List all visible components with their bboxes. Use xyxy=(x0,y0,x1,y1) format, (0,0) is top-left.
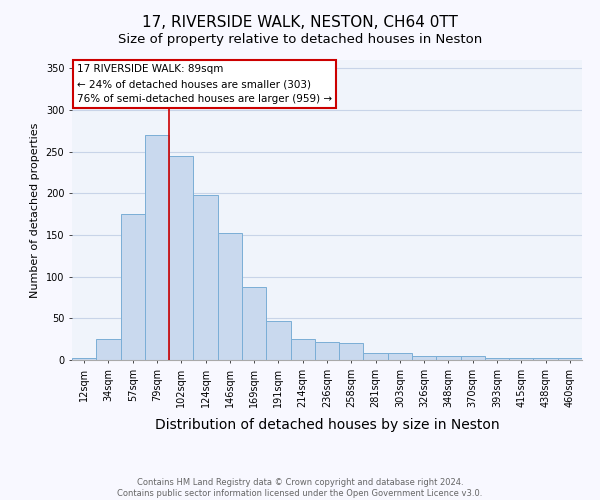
Text: 17, RIVERSIDE WALK, NESTON, CH64 0TT: 17, RIVERSIDE WALK, NESTON, CH64 0TT xyxy=(142,15,458,30)
Bar xyxy=(121,214,145,360)
Bar xyxy=(339,344,364,360)
Bar xyxy=(96,339,121,360)
Text: Size of property relative to detached houses in Neston: Size of property relative to detached ho… xyxy=(118,32,482,46)
Bar xyxy=(412,356,436,360)
Bar xyxy=(145,135,169,360)
Bar xyxy=(72,358,96,360)
Bar xyxy=(436,356,461,360)
Bar xyxy=(364,354,388,360)
Bar xyxy=(485,358,509,360)
Text: Contains HM Land Registry data © Crown copyright and database right 2024.
Contai: Contains HM Land Registry data © Crown c… xyxy=(118,478,482,498)
Bar xyxy=(315,342,339,360)
Bar xyxy=(242,286,266,360)
Bar xyxy=(461,356,485,360)
X-axis label: Distribution of detached houses by size in Neston: Distribution of detached houses by size … xyxy=(155,418,499,432)
Bar xyxy=(290,339,315,360)
Bar xyxy=(169,156,193,360)
Y-axis label: Number of detached properties: Number of detached properties xyxy=(30,122,40,298)
Bar xyxy=(266,321,290,360)
Bar xyxy=(193,195,218,360)
Bar xyxy=(218,234,242,360)
Text: 17 RIVERSIDE WALK: 89sqm
← 24% of detached houses are smaller (303)
76% of semi-: 17 RIVERSIDE WALK: 89sqm ← 24% of detach… xyxy=(77,64,332,104)
Bar xyxy=(388,354,412,360)
Bar xyxy=(533,358,558,360)
Bar xyxy=(558,358,582,360)
Bar xyxy=(509,358,533,360)
